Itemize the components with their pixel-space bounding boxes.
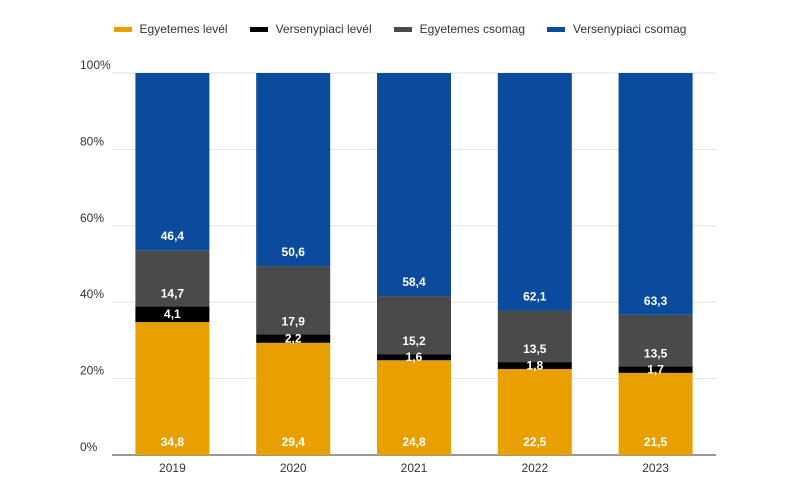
bar-segment — [135, 250, 210, 307]
bar-segment — [377, 73, 451, 297]
bar-segment — [135, 322, 210, 455]
y-tick-label: 40% — [80, 287, 104, 301]
legend-item-versenypiaci-csomag: Versenypiaci csomag — [547, 22, 686, 36]
y-tick-label: 20% — [80, 364, 104, 378]
legend-item-versenypiaci-level: Versenypiaci levél — [249, 22, 372, 36]
data-label: 22,5 — [523, 435, 547, 449]
data-label: 4,1 — [164, 307, 181, 321]
legend-swatch-egyetemes-level — [113, 26, 132, 32]
legend-swatch-versenypiaci-csomag — [547, 26, 566, 32]
data-label: 24,8 — [402, 435, 426, 449]
legend-label-egyetemes-level: Egyetemes levél — [139, 22, 228, 36]
y-tick-label: 0% — [80, 440, 98, 454]
data-label: 50,6 — [282, 245, 306, 259]
data-label: 14,7 — [161, 286, 185, 300]
data-label: 15,2 — [402, 334, 426, 348]
legend-label-versenypiaci-level: Versenypiaci levél — [275, 22, 372, 36]
bar-segment — [377, 354, 451, 361]
data-label: 17,9 — [282, 314, 306, 328]
data-label: 46,4 — [161, 229, 185, 243]
legend-swatch-egyetemes-csomag — [393, 26, 412, 32]
bar-segment — [618, 372, 693, 455]
bar-segment — [135, 73, 210, 251]
x-tick-label: 2021 — [401, 461, 428, 475]
data-label: 63,3 — [644, 294, 668, 308]
data-label: 1,6 — [406, 350, 423, 364]
legend: Egyetemes levél Versenypiaci levél Egyet… — [0, 22, 800, 36]
bar-segment — [135, 306, 210, 323]
legend-item-egyetemes-level: Egyetemes levél — [113, 22, 228, 36]
y-tick-label: 80% — [80, 134, 104, 148]
bar-segment — [618, 73, 693, 315]
data-label: 62,1 — [523, 289, 547, 303]
y-tick-label: 60% — [80, 211, 104, 225]
data-label: 13,5 — [644, 346, 668, 360]
data-label: 58,4 — [402, 275, 426, 289]
data-label: 13,5 — [523, 342, 547, 356]
legend-label-egyetemes-csomag: Egyetemes csomag — [419, 22, 526, 36]
legend-swatch-versenypiaci-level — [249, 26, 268, 32]
x-tick-label: 2023 — [642, 461, 669, 475]
bar-segment — [377, 296, 451, 355]
data-label: 1,7 — [647, 363, 664, 377]
bar-segment — [497, 73, 572, 311]
bar-segment — [497, 310, 572, 363]
bar-segment — [256, 73, 331, 267]
bar-segment — [497, 362, 572, 369]
legend-label-versenypiaci-csomag: Versenypiaci csomag — [573, 22, 687, 36]
data-label: 29,4 — [282, 435, 306, 449]
bar-segment — [618, 314, 693, 367]
bar-segment — [377, 360, 451, 455]
x-tick-label: 2019 — [159, 461, 186, 475]
data-label: 2,2 — [285, 332, 302, 346]
bar-segment — [256, 334, 331, 343]
y-tick-label: 100% — [80, 58, 111, 72]
bar-segment — [497, 368, 572, 455]
data-label: 34,8 — [161, 435, 185, 449]
data-label: 21,5 — [644, 435, 668, 449]
legend-item-egyetemes-csomag: Egyetemes csomag — [393, 22, 526, 36]
x-tick-label: 2020 — [280, 461, 307, 475]
data-label: 1,8 — [526, 359, 543, 373]
bar-segment — [256, 266, 331, 335]
x-tick-label: 2022 — [521, 461, 548, 475]
bar-segment — [618, 366, 693, 373]
bar-segment — [256, 342, 331, 455]
